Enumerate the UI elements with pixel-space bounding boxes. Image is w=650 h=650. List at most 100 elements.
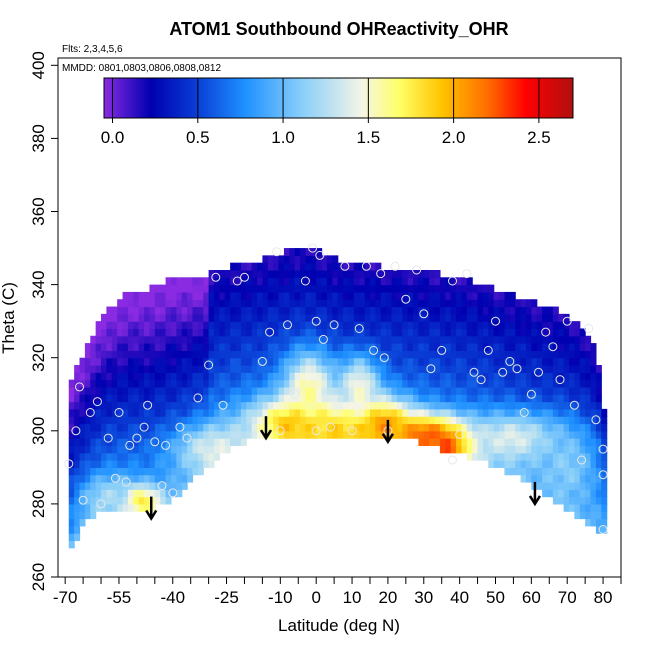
heatmap-cell xyxy=(380,269,387,278)
heatmap-cell xyxy=(569,423,575,432)
heatmap-cell xyxy=(203,423,210,432)
heatmap-cell xyxy=(165,335,172,344)
heatmap-cell xyxy=(176,291,183,300)
heatmap-cell xyxy=(563,328,570,337)
sample-point xyxy=(193,393,203,403)
heatmap-cell xyxy=(316,299,323,308)
heatmap-cell xyxy=(499,386,506,395)
heatmap-cell xyxy=(246,372,253,381)
heatmap-cell xyxy=(520,328,527,337)
heatmap-cell xyxy=(101,460,108,468)
heatmap-cell xyxy=(127,474,134,483)
colorbar-tick-label: 0.5 xyxy=(186,128,210,147)
heatmap-cell xyxy=(391,335,398,344)
heatmap-cell xyxy=(138,460,145,468)
heatmap-cell xyxy=(154,306,161,315)
heatmap-cell xyxy=(305,430,312,439)
heatmap-cell xyxy=(197,284,204,293)
heatmap-cell xyxy=(251,423,258,432)
heatmap-cell xyxy=(353,262,360,271)
heatmap-cell xyxy=(181,379,188,388)
heatmap-cell xyxy=(391,291,398,300)
heatmap-cell xyxy=(246,306,253,315)
heatmap-cell xyxy=(176,394,183,403)
heatmap-cell xyxy=(375,262,382,271)
heatmap-cell xyxy=(456,416,463,425)
heatmap-cell xyxy=(235,430,242,439)
heatmap-cell xyxy=(273,379,280,388)
heatmap-cell xyxy=(423,335,430,344)
heatmap-cell xyxy=(396,365,403,373)
heatmap-cell xyxy=(294,291,301,300)
heatmap-cell xyxy=(525,416,532,425)
heatmap-cell xyxy=(359,299,366,308)
heatmap-cell xyxy=(111,343,118,351)
heatmap-cell xyxy=(326,313,333,322)
heatmap-cell xyxy=(160,284,167,293)
heatmap-cell xyxy=(445,379,452,388)
heatmap-cell xyxy=(504,313,511,322)
heatmap-cell xyxy=(386,386,393,395)
heatmap-cell xyxy=(488,379,495,388)
heatmap-cell xyxy=(95,343,102,351)
heatmap-cell xyxy=(160,313,167,322)
heatmap-cell xyxy=(310,350,317,359)
heatmap-cell xyxy=(353,299,360,308)
heatmap-cell xyxy=(74,452,81,461)
heatmap-cell xyxy=(267,255,274,264)
heatmap-cell xyxy=(267,416,274,425)
heatmap-cell xyxy=(257,401,263,410)
heatmap-cell xyxy=(138,452,145,461)
heatmap-cell xyxy=(133,460,140,468)
heatmap-cell xyxy=(127,350,134,359)
heatmap-cell xyxy=(601,481,608,490)
heatmap-cell xyxy=(133,365,140,373)
sample-point xyxy=(329,320,339,330)
heatmap-cell xyxy=(423,291,430,300)
heatmap-cell xyxy=(547,401,554,410)
heatmap-cell xyxy=(310,408,317,417)
heatmap-cell xyxy=(144,335,151,344)
heatmap-cell xyxy=(117,321,124,330)
heatmap-cell xyxy=(84,452,91,461)
heatmap-cell xyxy=(257,291,263,300)
heatmap-cell xyxy=(391,343,398,351)
heatmap-cell xyxy=(482,386,489,395)
heatmap-cell xyxy=(251,328,258,337)
heatmap-cell xyxy=(348,343,355,351)
heatmap-cell xyxy=(289,299,296,308)
heatmap-cell xyxy=(144,408,151,417)
heatmap-cell xyxy=(278,328,285,337)
sample-point xyxy=(64,459,74,469)
heatmap-cell xyxy=(321,255,328,264)
heatmap-cell xyxy=(552,350,559,359)
heatmap-cell xyxy=(278,277,285,286)
heatmap-cell xyxy=(79,460,86,468)
heatmap-cell xyxy=(391,416,398,425)
heatmap-cell xyxy=(68,452,75,461)
heatmap-cell xyxy=(289,423,296,432)
heatmap-cell xyxy=(289,277,296,286)
heatmap-cell xyxy=(187,365,194,373)
heatmap-cell xyxy=(456,284,463,293)
heatmap-cell xyxy=(74,511,81,520)
heatmap-cell xyxy=(482,438,489,447)
heatmap-cell xyxy=(569,445,575,454)
heatmap-cell xyxy=(160,379,167,388)
heatmap-cell xyxy=(595,503,602,512)
heatmap-cell xyxy=(138,372,145,381)
heatmap-cell xyxy=(267,291,274,300)
heatmap-cell xyxy=(391,408,398,417)
heatmap-cell xyxy=(472,416,479,425)
colorbar-tick-label: 1.5 xyxy=(357,128,381,147)
heatmap-cell xyxy=(106,394,113,403)
heatmap-cell xyxy=(219,372,226,381)
heatmap-cell xyxy=(246,328,253,337)
heatmap-cell xyxy=(251,284,258,293)
heatmap-cell xyxy=(138,386,145,395)
heatmap-cell xyxy=(144,460,151,468)
heatmap-cell xyxy=(316,306,323,315)
heatmap-cell xyxy=(300,328,307,337)
heatmap-cell xyxy=(278,262,285,271)
heatmap-cell xyxy=(257,379,263,388)
